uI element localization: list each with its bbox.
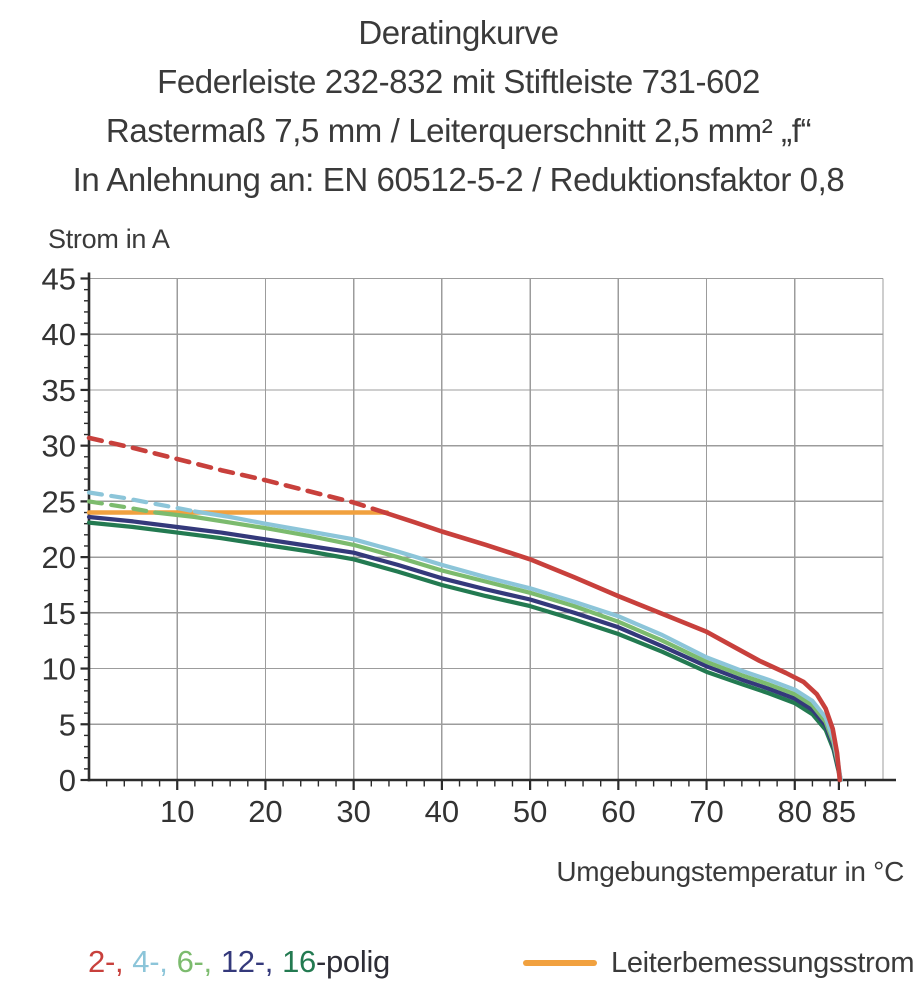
x-tick-label-50: 50 [513,794,547,829]
legend-4-polig: 4-, [132,944,168,979]
curve-4-polig-dashed [86,490,197,514]
y-tick-label-25: 25 [42,484,76,519]
legend-rated-current: Leiterbemessungsstrom [523,942,914,984]
x-tick-label-30: 30 [336,794,370,829]
legend-6-polig: 6-, [176,944,213,979]
y-tick-label-20: 20 [42,540,76,575]
y-tick-label-35: 35 [42,373,76,408]
x-tick-label-70: 70 [689,794,723,829]
curve-4-polig-solid [192,509,843,783]
y-tick-label-30: 30 [42,429,76,464]
x-tick-label-20: 20 [248,794,282,829]
y-axis-title: Strom in A [48,224,170,254]
y-tick-label-40: 40 [42,317,76,352]
curve-2-polig-dashed [86,435,387,515]
y-tick-label-45: 45 [42,262,76,297]
curve-6-polig-solid [153,510,843,783]
x-tick-label-40: 40 [425,794,459,829]
curve-16-polig [86,520,843,783]
legend-poles: 2-, 4-, 6-, 12-, 16-polig [88,944,390,980]
y-tick-label-5: 5 [59,707,76,742]
rated-current-line-swatch [523,960,597,966]
curve-2-polig-solid [382,510,843,783]
x-tick-label-85: 85 [822,794,856,829]
y-tick-label-10: 10 [42,652,76,687]
legend-16-polig: 16 [282,944,316,979]
title-line-3: Rastermaß 7,5 mm / Leiterquerschnitt 2,5… [105,112,812,149]
y-tick-label-0: 0 [59,763,76,798]
legend-12-polig: 12-, [220,944,274,979]
curve-6-polig-dashed [86,499,158,515]
title-line-2: Federleiste 232-832 mit Stiftleiste 731-… [157,63,760,100]
x-tick-label-80: 80 [778,794,812,829]
title-line-4: In Anlehnung an: EN 60512-5-2 / Reduktio… [72,161,845,198]
title-line-1: Deratingkurve [358,14,559,51]
chart-header: Deratingkurve Federleiste 232-832 mit St… [0,8,917,204]
x-axis-title: Umgebungstemperatur in °C [556,856,904,887]
x-tick-label-10: 10 [160,794,194,829]
x-tick-label-60: 60 [601,794,635,829]
curve-12-polig [86,514,843,783]
rated-current-label: Leiterbemessungsstrom [611,946,915,979]
legend-2-polig: 2-, [88,944,124,979]
y-tick-label-15: 15 [42,596,76,631]
legend-polig-suffix: -polig [315,944,390,979]
